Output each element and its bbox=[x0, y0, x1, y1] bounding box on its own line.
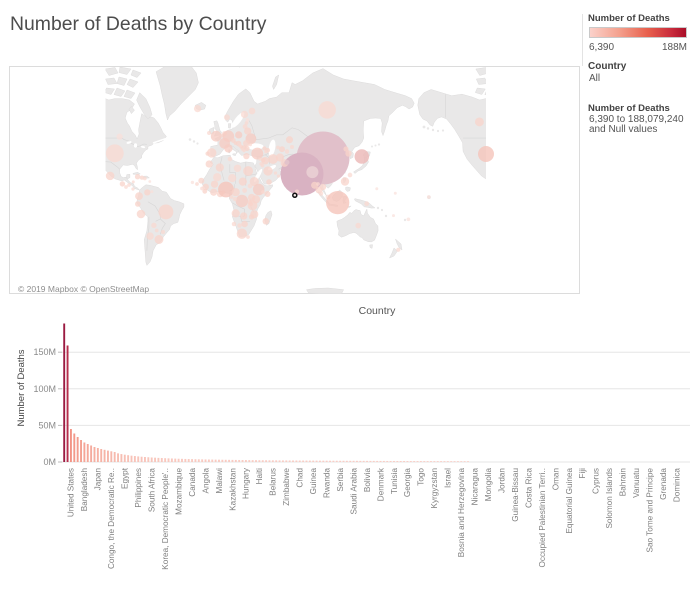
svg-text:Fiji: Fiji bbox=[578, 468, 587, 479]
svg-text:Oman: Oman bbox=[551, 468, 560, 491]
svg-text:United States: United States bbox=[67, 468, 76, 517]
svg-text:Grenada: Grenada bbox=[659, 468, 668, 500]
svg-text:Korea, Democratic People'..: Korea, Democratic People'.. bbox=[161, 468, 170, 570]
svg-text:Vanuatu: Vanuatu bbox=[632, 468, 641, 498]
svg-text:Philippines: Philippines bbox=[134, 468, 143, 508]
svg-text:Bolivia: Bolivia bbox=[363, 468, 372, 493]
svg-text:Haiti: Haiti bbox=[255, 468, 264, 485]
svg-text:© 2019 Mapbox © OpenStreetMap: © 2019 Mapbox © OpenStreetMap bbox=[18, 284, 149, 294]
svg-text:150M: 150M bbox=[33, 347, 56, 357]
svg-text:Denmark: Denmark bbox=[376, 467, 385, 501]
svg-text:Mozambique: Mozambique bbox=[174, 468, 183, 515]
svg-text:Costa Rica: Costa Rica bbox=[524, 468, 533, 508]
svg-text:Country: Country bbox=[359, 305, 397, 317]
svg-text:Japan: Japan bbox=[94, 468, 103, 491]
svg-text:Georgia: Georgia bbox=[403, 468, 412, 498]
svg-text:Congo, the Democratic Re..: Congo, the Democratic Re.. bbox=[107, 468, 116, 569]
svg-text:Canada: Canada bbox=[188, 468, 197, 497]
svg-text:Occupied Palestinian Terri..: Occupied Palestinian Terri.. bbox=[538, 468, 547, 568]
svg-text:Cyprus: Cyprus bbox=[592, 468, 601, 494]
svg-text:Malawi: Malawi bbox=[215, 468, 224, 494]
svg-text:Angola: Angola bbox=[201, 468, 210, 494]
svg-text:Chad: Chad bbox=[296, 468, 305, 488]
svg-text:Mongolia: Mongolia bbox=[484, 468, 493, 502]
svg-text:50M: 50M bbox=[38, 420, 56, 430]
svg-text:Nicaragua: Nicaragua bbox=[471, 468, 480, 506]
svg-text:Rwanda: Rwanda bbox=[322, 468, 331, 498]
svg-text:Bahrain: Bahrain bbox=[619, 468, 628, 497]
svg-text:Dominica: Dominica bbox=[672, 468, 681, 503]
svg-text:Bangladesh: Bangladesh bbox=[80, 468, 89, 512]
svg-text:Kazakhstan: Kazakhstan bbox=[228, 468, 237, 511]
svg-text:Hungary: Hungary bbox=[242, 467, 251, 499]
svg-text:Zimbabwe: Zimbabwe bbox=[282, 468, 291, 506]
svg-text:100M: 100M bbox=[33, 384, 56, 394]
svg-text:Equatorial Guinea: Equatorial Guinea bbox=[565, 468, 574, 534]
svg-text:Togo: Togo bbox=[417, 468, 426, 486]
svg-text:Israel: Israel bbox=[444, 468, 453, 488]
svg-text:Belarus: Belarus bbox=[269, 468, 278, 496]
svg-text:Tunisia: Tunisia bbox=[390, 468, 399, 495]
svg-text:Solomon Islands: Solomon Islands bbox=[605, 468, 614, 529]
svg-text:Sao Tome and Principe: Sao Tome and Principe bbox=[646, 468, 655, 553]
svg-text:Kyrgyzstan: Kyrgyzstan bbox=[430, 468, 439, 509]
svg-text:South Africa: South Africa bbox=[147, 468, 156, 513]
svg-text:Egypt: Egypt bbox=[121, 467, 130, 489]
svg-text:Number of Deaths: Number of Deaths bbox=[16, 349, 27, 426]
svg-text:Bosnia and Herzegovina: Bosnia and Herzegovina bbox=[457, 468, 466, 558]
svg-text:Jordan: Jordan bbox=[497, 468, 506, 493]
svg-text:Guinea: Guinea bbox=[309, 468, 318, 495]
svg-text:Saudi Arabia: Saudi Arabia bbox=[349, 468, 358, 515]
svg-text:0M: 0M bbox=[43, 457, 56, 467]
svg-text:Guinea-Bissau: Guinea-Bissau bbox=[511, 468, 520, 522]
svg-text:Serbia: Serbia bbox=[336, 468, 345, 492]
